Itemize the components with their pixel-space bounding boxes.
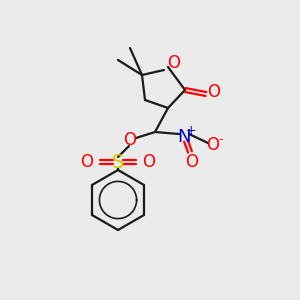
Text: N: N (177, 128, 191, 146)
Text: S: S (112, 152, 124, 172)
Text: -: - (219, 134, 223, 146)
Text: O: O (142, 153, 155, 171)
Text: +: + (186, 124, 196, 137)
Text: O: O (185, 153, 199, 171)
Text: O: O (124, 131, 136, 149)
Text: O: O (206, 136, 220, 154)
Text: O: O (167, 54, 181, 72)
Text: O: O (208, 83, 220, 101)
Text: O: O (80, 153, 94, 171)
